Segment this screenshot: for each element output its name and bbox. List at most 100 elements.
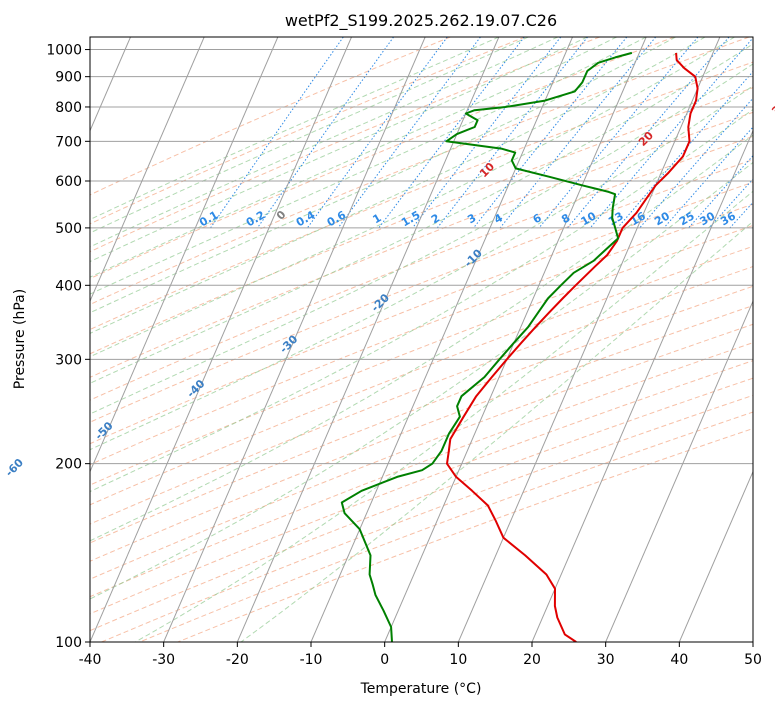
dry-adiabat-line	[90, 135, 753, 401]
y-tick-label: 600	[55, 174, 82, 190]
moist-adiabat-line	[90, 37, 617, 278]
y-tick-label: 800	[55, 100, 82, 116]
moist-adiabat-line	[135, 190, 753, 642]
isotherm-line	[310, 37, 573, 642]
dry-adiabat-line	[177, 428, 753, 642]
x-tick-label: -10	[300, 652, 323, 668]
y-tick-label: 500	[55, 221, 82, 237]
mixing-ratio-line	[306, 37, 448, 229]
y-tick-label: 1000	[46, 43, 82, 59]
moist-adiabat-line	[90, 37, 735, 358]
mixing-ratio-label: 3	[465, 211, 478, 226]
moist-adiabat-line	[90, 37, 529, 234]
mixing-ratio-line	[499, 37, 657, 229]
x-tick-label: -30	[152, 652, 175, 668]
moist-adiabat-line	[90, 108, 753, 493]
mixing-ratio-label: 30	[698, 209, 718, 228]
mixing-ratio-label: 13	[606, 209, 626, 228]
moist-adiabat-line	[90, 85, 753, 451]
x-tick-label: 0	[380, 652, 389, 668]
background-lines	[90, 37, 753, 642]
moist-adiabat-label: 20	[636, 129, 656, 149]
mixing-ratio-label: 0.2	[244, 208, 267, 229]
mixing-ratio-label: 1.5	[399, 208, 422, 229]
isotherm-line	[90, 37, 352, 642]
isotherm-line	[752, 640, 753, 642]
mixing-ratio-label: 36	[718, 209, 738, 228]
moist-adiabat-line	[90, 37, 500, 221]
dry-adiabat-line	[101, 394, 753, 642]
mixing-ratio-line	[708, 178, 753, 229]
mixing-ratio-label: 6	[531, 211, 544, 226]
isotherm-label: -40	[184, 377, 207, 400]
y-axis: 1000 900 800 700 600 500 400 300 200 100	[46, 43, 90, 651]
moist-adiabat-line	[90, 134, 753, 542]
mixing-ratio-line	[538, 37, 699, 229]
isotherm-line	[163, 37, 426, 642]
mixing-ratio-line	[210, 37, 344, 229]
moist-adiabat-line	[90, 161, 753, 600]
y-tick-label: 400	[55, 278, 82, 294]
y-axis-label: Pressure (hPa)	[12, 289, 28, 389]
moist-adiabat-line	[90, 37, 706, 334]
isotherm-label: -20	[369, 291, 392, 314]
mixing-ratio-label: 10	[579, 209, 599, 228]
dry-adiabat-line	[90, 37, 451, 196]
isotherm-line	[90, 37, 279, 473]
isotherm-line	[605, 299, 753, 642]
x-tick-label: -40	[79, 652, 102, 668]
x-tick-label: -20	[226, 652, 249, 668]
series-group	[340, 51, 699, 642]
dewpoint-line	[340, 51, 633, 642]
moist-adiabat-label: 0	[274, 208, 289, 223]
mixing-ratio-line	[688, 154, 753, 229]
x-tick-label: 20	[523, 652, 541, 668]
moist-adiabat-label: 30	[769, 97, 775, 117]
dry-adiabat-line	[90, 377, 753, 632]
dry-adiabat-line	[139, 411, 753, 642]
x-axis: -40 -30 -20 -10 0 10 20 30 40 50	[79, 642, 762, 668]
moist-adiabat-line	[90, 37, 559, 248]
isotherm-label: -30	[277, 332, 300, 355]
y-tick-label: 700	[55, 134, 82, 150]
isotherm-line	[678, 470, 753, 642]
mixing-ratio-line	[412, 37, 562, 229]
mixing-ratio-line	[639, 97, 753, 229]
moist-adiabat-line	[90, 37, 588, 263]
x-tick-label: 40	[670, 652, 688, 668]
mixing-ratio-label: 0.6	[325, 208, 349, 229]
y-tick-label: 200	[55, 457, 82, 473]
y-tick-label: 900	[55, 70, 82, 86]
x-axis-label: Temperature (°C)	[360, 681, 482, 697]
dry-adiabat-line	[90, 61, 753, 331]
dry-adiabat-line	[90, 159, 753, 423]
temperature-line	[446, 52, 699, 642]
x-tick-label: 50	[744, 652, 762, 668]
mixing-ratio-line	[378, 37, 525, 229]
mixing-ratio-line	[473, 37, 628, 229]
isotherm-line	[236, 37, 500, 642]
x-tick-label: 10	[449, 652, 467, 668]
mixing-ratio-line	[567, 37, 730, 229]
isotherm-line	[384, 37, 647, 642]
isotherm-label: -60	[3, 456, 26, 479]
chart-title: wetPf2_S199.2025.262.19.07.C26	[285, 11, 557, 31]
mixing-ratio-line	[617, 70, 753, 229]
mixing-ratio-line	[256, 37, 395, 229]
grid	[0, 37, 753, 642]
moist-adiabat-line	[90, 37, 647, 295]
dry-adiabat-line	[90, 37, 526, 225]
y-tick-label: 100	[55, 635, 82, 651]
isotherm-line	[457, 37, 721, 642]
mixing-ratio-line	[337, 37, 481, 229]
isotherm-line	[90, 37, 205, 303]
moist-adiabat-line	[90, 43, 753, 384]
isotherm-line	[0, 37, 57, 642]
moist-adiabat-line	[90, 37, 676, 314]
plot-frame	[89, 36, 754, 643]
dry-adiabat-line	[90, 37, 750, 306]
moist-adiabat-line	[240, 220, 753, 642]
y-tick-label: 300	[55, 352, 82, 368]
moist-adiabat-line	[90, 63, 753, 415]
